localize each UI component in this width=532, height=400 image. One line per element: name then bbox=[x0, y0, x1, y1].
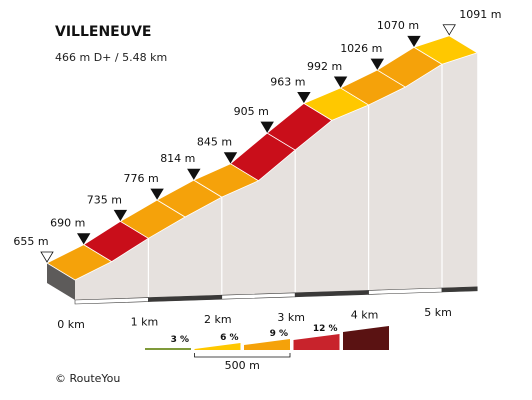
elevation-marker bbox=[297, 91, 311, 104]
elevation-label: 845 m bbox=[197, 136, 232, 149]
legend-label: 6 % bbox=[220, 333, 238, 343]
elevation-label: 1091 m bbox=[459, 8, 501, 21]
elevation-label: 690 m bbox=[50, 217, 85, 230]
distance-scale-bar bbox=[441, 286, 478, 293]
gradient-segment bbox=[413, 35, 479, 65]
endpoint-marker bbox=[40, 251, 54, 263]
legend-scale-bracket bbox=[194, 353, 291, 358]
legend-swatch bbox=[194, 343, 241, 350]
elevation-marker bbox=[333, 76, 348, 88]
legend-swatch bbox=[145, 348, 191, 350]
elevation-marker bbox=[407, 35, 421, 48]
legend-label: 12 % bbox=[313, 324, 338, 334]
legend-swatch bbox=[244, 339, 290, 350]
chart-title: VILLENEUVE bbox=[55, 24, 152, 40]
chart-subtitle: 466 m D+ / 5.48 km bbox=[55, 51, 168, 64]
x-tick-label: 2 km bbox=[204, 313, 232, 326]
legend-swatch bbox=[343, 326, 389, 350]
x-tick-label: 3 km bbox=[277, 311, 305, 324]
elevation-label: 1026 m bbox=[340, 42, 382, 55]
x-tick-label: 0 km bbox=[57, 318, 85, 331]
legend-swatch bbox=[293, 334, 340, 350]
elevation-label: 655 m bbox=[13, 235, 48, 248]
profile-front-wall bbox=[75, 52, 478, 300]
elevation-marker bbox=[260, 121, 274, 133]
elevation-label: 992 m bbox=[307, 60, 342, 73]
endpoint-marker bbox=[442, 24, 456, 36]
elevation-label: 963 m bbox=[270, 75, 305, 88]
legend-scale-label: 500 m bbox=[225, 359, 260, 372]
elevation-marker bbox=[223, 152, 238, 164]
elevation-label: 735 m bbox=[87, 193, 122, 206]
legend-label: 3 % bbox=[171, 335, 189, 345]
elevation-label: 1070 m bbox=[377, 19, 419, 32]
routeyou-credit: © RouteYou bbox=[55, 372, 121, 385]
elevation-marker bbox=[370, 58, 385, 70]
elevation-marker bbox=[150, 188, 164, 200]
elevation-marker bbox=[76, 233, 91, 245]
elevation-label: 905 m bbox=[234, 105, 269, 118]
profile-start-side bbox=[47, 263, 75, 300]
legend-label: 9 % bbox=[270, 329, 288, 339]
elevation-marker bbox=[113, 209, 128, 222]
x-tick-label: 1 km bbox=[131, 316, 159, 329]
elevation-label: 776 m bbox=[123, 172, 158, 185]
x-tick-label: 4 km bbox=[351, 308, 379, 321]
x-tick-label: 5 km bbox=[424, 306, 452, 319]
elevation-label: 814 m bbox=[160, 152, 195, 165]
elevation-marker bbox=[187, 168, 201, 180]
